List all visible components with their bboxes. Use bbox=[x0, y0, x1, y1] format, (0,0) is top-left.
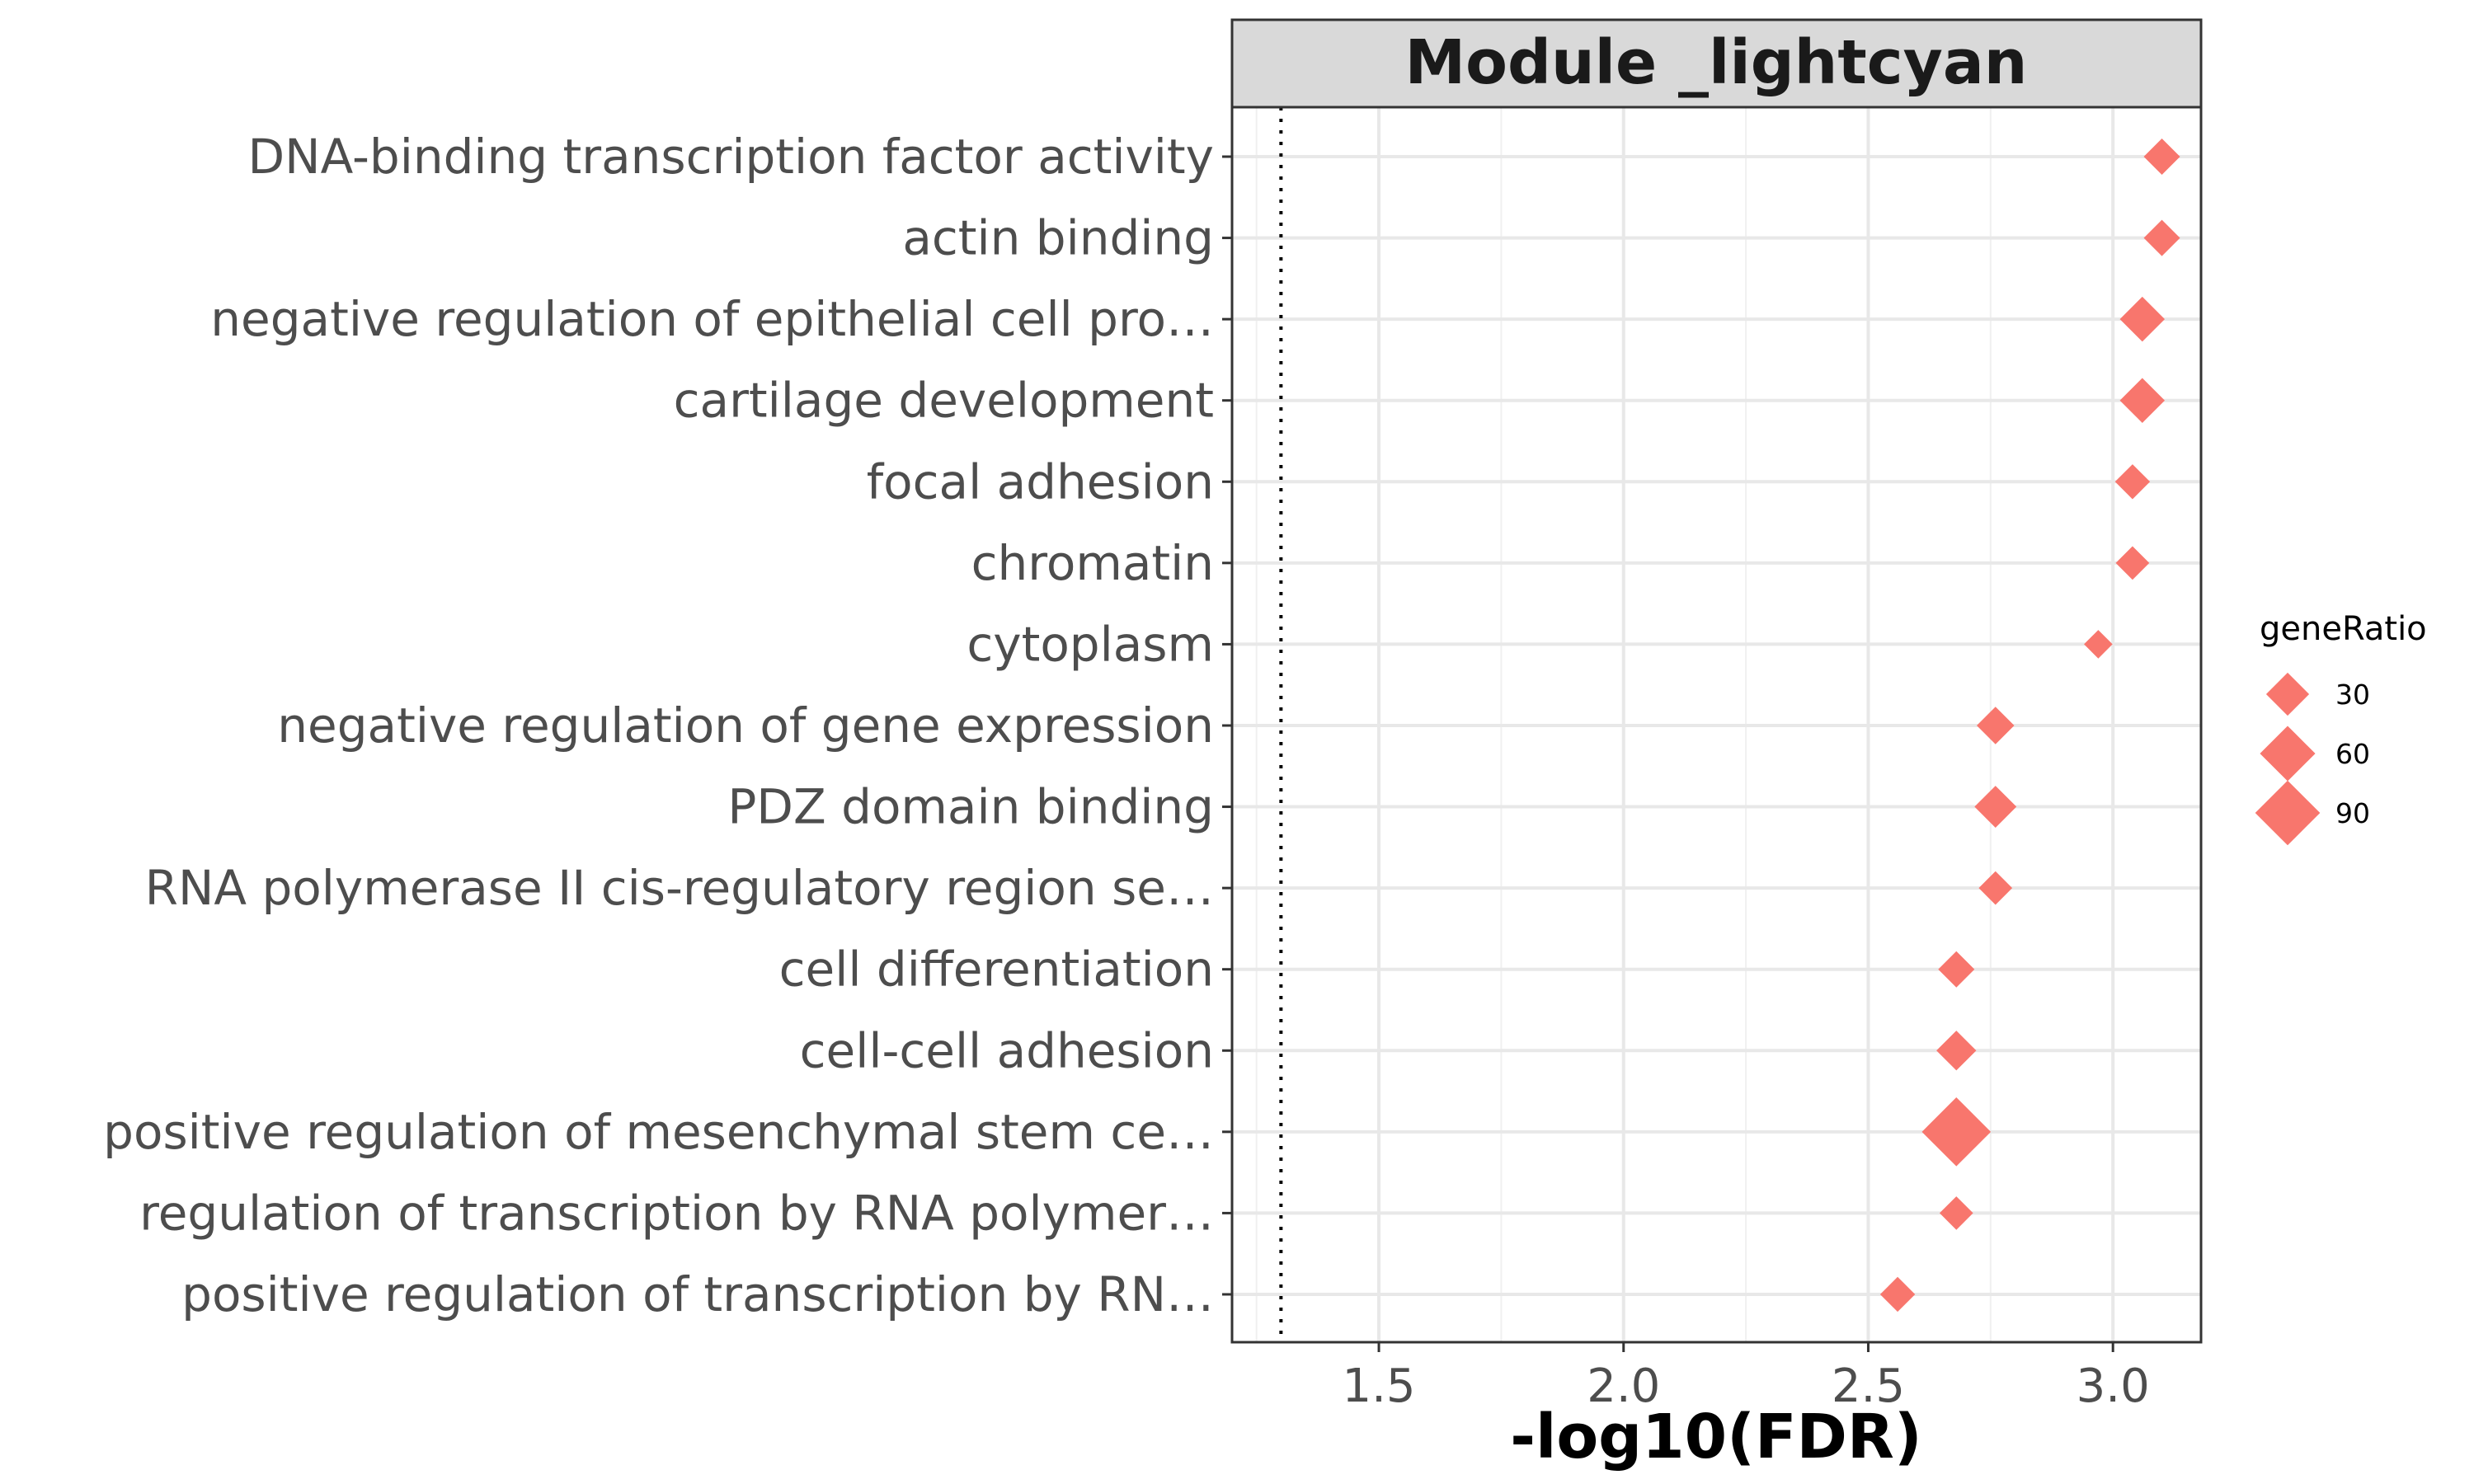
category-label: cytoplasm bbox=[967, 616, 1214, 672]
x-axis-title: -log10(FDR) bbox=[1510, 1402, 1921, 1472]
data-points bbox=[1879, 138, 2180, 1313]
x-tick-label: 2.5 bbox=[1832, 1360, 1905, 1413]
category-label: DNA-binding transcription factor activit… bbox=[248, 129, 1214, 185]
data-point bbox=[2143, 138, 2180, 176]
category-label: negative regulation of gene expression bbox=[277, 697, 1214, 754]
data-point bbox=[2143, 219, 2180, 256]
legend-key bbox=[2255, 780, 2321, 846]
data-point bbox=[2084, 630, 2113, 659]
panel-title: Module _lightcyan bbox=[1405, 27, 2028, 98]
category-label: cell differentiation bbox=[779, 942, 1214, 998]
data-point bbox=[2114, 464, 2151, 500]
legend: geneRatio 30 60 90 bbox=[2255, 610, 2427, 846]
category-labels: DNA-binding transcription factor activit… bbox=[103, 129, 1232, 1322]
category-label: RNA polymerase II cis-regulatory region … bbox=[145, 860, 1214, 916]
category-label: chromatin bbox=[971, 535, 1214, 591]
x-tick-label: 3.0 bbox=[2077, 1360, 2150, 1413]
data-point bbox=[1939, 1196, 1973, 1230]
panel-strip bbox=[1230, 18, 2203, 109]
category-label: actin binding bbox=[902, 210, 1214, 266]
category-label: positive regulation of transcription by … bbox=[181, 1266, 1214, 1322]
category-label: cell-cell adhesion bbox=[800, 1022, 1214, 1078]
data-point bbox=[2119, 296, 2166, 342]
category-label: PDZ domain binding bbox=[727, 779, 1214, 835]
category-label: cartilage development bbox=[674, 373, 1214, 429]
legend-label: 30 bbox=[2335, 679, 2370, 711]
data-point bbox=[1879, 1276, 1916, 1313]
legend-key bbox=[2260, 726, 2316, 782]
data-point bbox=[1974, 786, 2017, 829]
x-tick-label: 2.0 bbox=[1587, 1360, 1660, 1413]
legend-label: 90 bbox=[2335, 797, 2370, 829]
data-point bbox=[1936, 1031, 1977, 1071]
category-label: negative regulation of epithelial cell p… bbox=[210, 291, 1214, 347]
category-label: focal adhesion bbox=[867, 453, 1214, 510]
category-label: positive regulation of mesenchymal stem … bbox=[103, 1104, 1214, 1160]
legend-key bbox=[2265, 672, 2310, 716]
data-point bbox=[1938, 951, 1975, 988]
data-point bbox=[1976, 707, 2015, 744]
data-point bbox=[1921, 1097, 1992, 1167]
data-point bbox=[2115, 546, 2150, 580]
legend-title: geneRatio bbox=[2260, 610, 2427, 648]
data-point bbox=[1978, 871, 2013, 905]
x-tick-label: 1.5 bbox=[1342, 1360, 1415, 1413]
x-axis-ticks: 1.5 2.0 2.5 3.0 bbox=[1342, 1342, 2150, 1413]
legend-label: 60 bbox=[2335, 738, 2370, 770]
data-point bbox=[2119, 378, 2166, 423]
grid bbox=[1232, 107, 2201, 1342]
category-label: regulation of transcription by RNA polym… bbox=[139, 1185, 1214, 1241]
